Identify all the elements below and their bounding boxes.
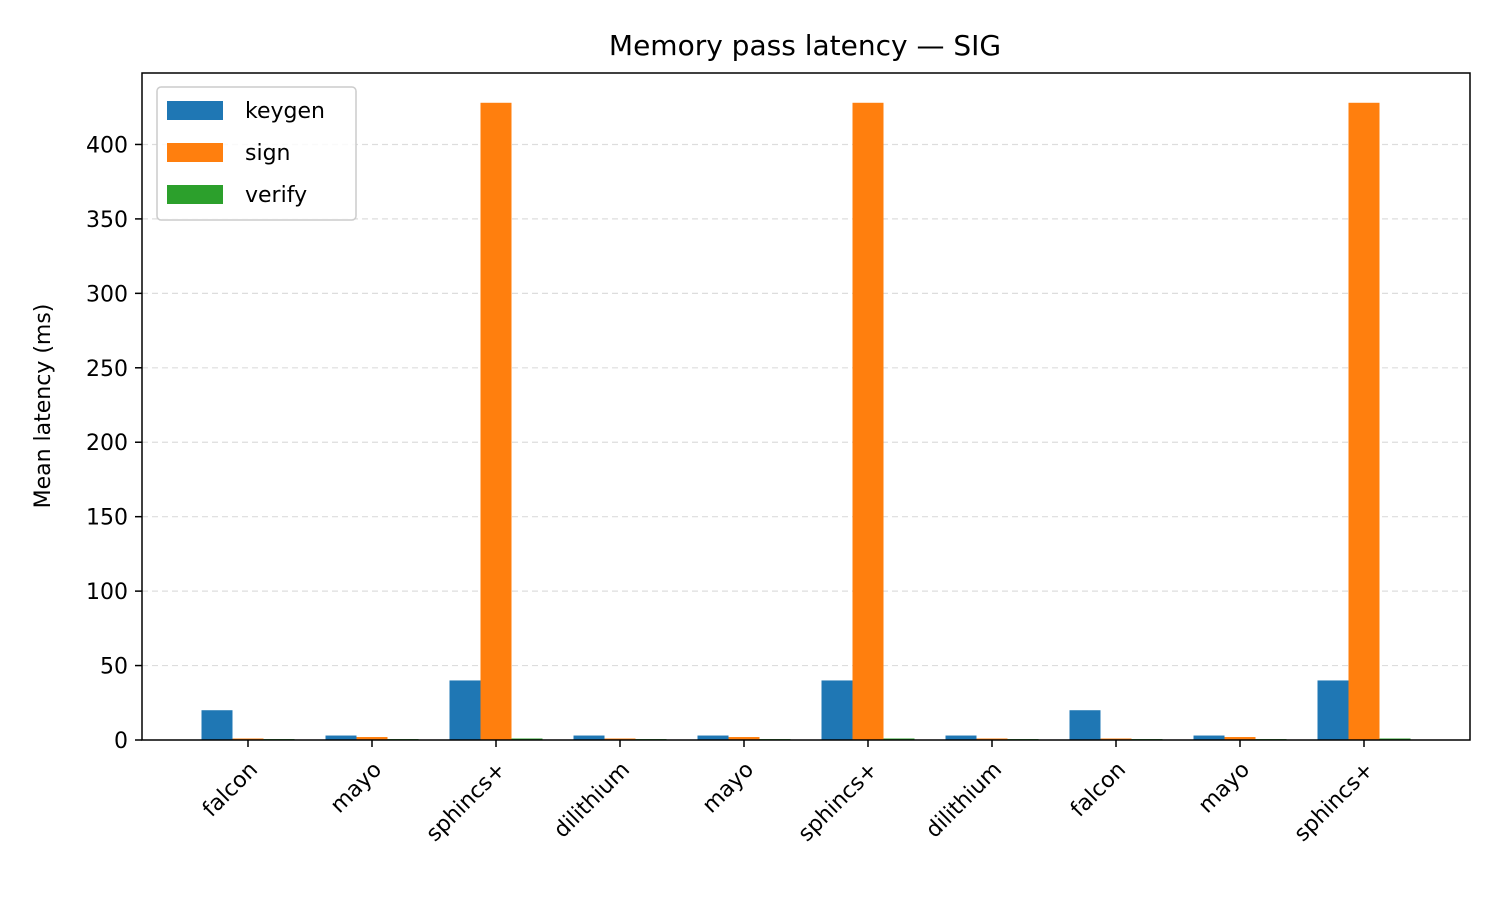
x-tick-label: falcon: [1066, 757, 1131, 822]
bar-keygen: [325, 735, 357, 740]
y-tick-label: 250: [86, 357, 128, 382]
plot-frame: [141, 72, 1471, 741]
legend-swatch-keygen: [167, 101, 223, 120]
legend-swatch-verify: [167, 185, 223, 204]
x-axis: falcon mayo sphincs+ dilithium mayo sphincs+ d…: [198, 740, 1379, 847]
bar-keygen: [697, 735, 729, 740]
bar-keygen: [573, 735, 605, 740]
bar-sign: [1224, 737, 1256, 740]
y-tick-label: 350: [86, 208, 128, 233]
y-axis-label: Mean latency (ms): [31, 304, 56, 509]
y-tick-label: 300: [86, 282, 128, 307]
grid: [142, 143, 1470, 667]
legend-swatch-sign: [167, 143, 223, 162]
x-tick-label: falcon: [198, 757, 263, 822]
bar-keygen: [449, 680, 481, 740]
y-tick-label: 0: [114, 729, 128, 754]
x-tick-label: sphincs+: [794, 757, 883, 846]
bar-sign: [728, 737, 760, 740]
bars: [201, 102, 1411, 740]
bar-sign: [480, 102, 512, 740]
bar-keygen: [945, 735, 977, 740]
x-tick-label: mayo: [326, 757, 387, 818]
legend: keygen sign verify: [156, 86, 357, 221]
y-tick-label: 400: [86, 133, 128, 158]
bar-keygen: [201, 710, 233, 740]
x-tick-label: dilithium: [921, 757, 1007, 843]
x-tick-label: mayo: [698, 757, 759, 818]
bar-keygen: [1317, 680, 1349, 740]
x-tick-label: dilithium: [549, 757, 635, 843]
bar-sign: [1348, 102, 1380, 740]
legend-label-sign: sign: [245, 141, 290, 166]
legend-label-keygen: keygen: [245, 99, 325, 124]
bar-keygen: [1069, 710, 1101, 740]
y-tick-label: 50: [100, 655, 128, 680]
bar-keygen: [1193, 735, 1225, 740]
bar-sign: [356, 737, 388, 740]
chart-title: Memory pass latency — SIG: [609, 29, 1001, 62]
legend-label-verify: verify: [245, 183, 307, 208]
y-tick-label: 200: [86, 431, 128, 456]
y-tick-label: 150: [86, 506, 128, 531]
bar-keygen: [821, 680, 853, 740]
x-tick-label: sphincs+: [1290, 757, 1379, 846]
x-tick-label: mayo: [1194, 757, 1255, 818]
bar-sign: [852, 102, 884, 740]
x-tick-label: sphincs+: [422, 757, 511, 846]
y-tick-label: 100: [86, 580, 128, 605]
y-axis: 0 50 100 150 200 250 300 350 400: [86, 133, 142, 754]
